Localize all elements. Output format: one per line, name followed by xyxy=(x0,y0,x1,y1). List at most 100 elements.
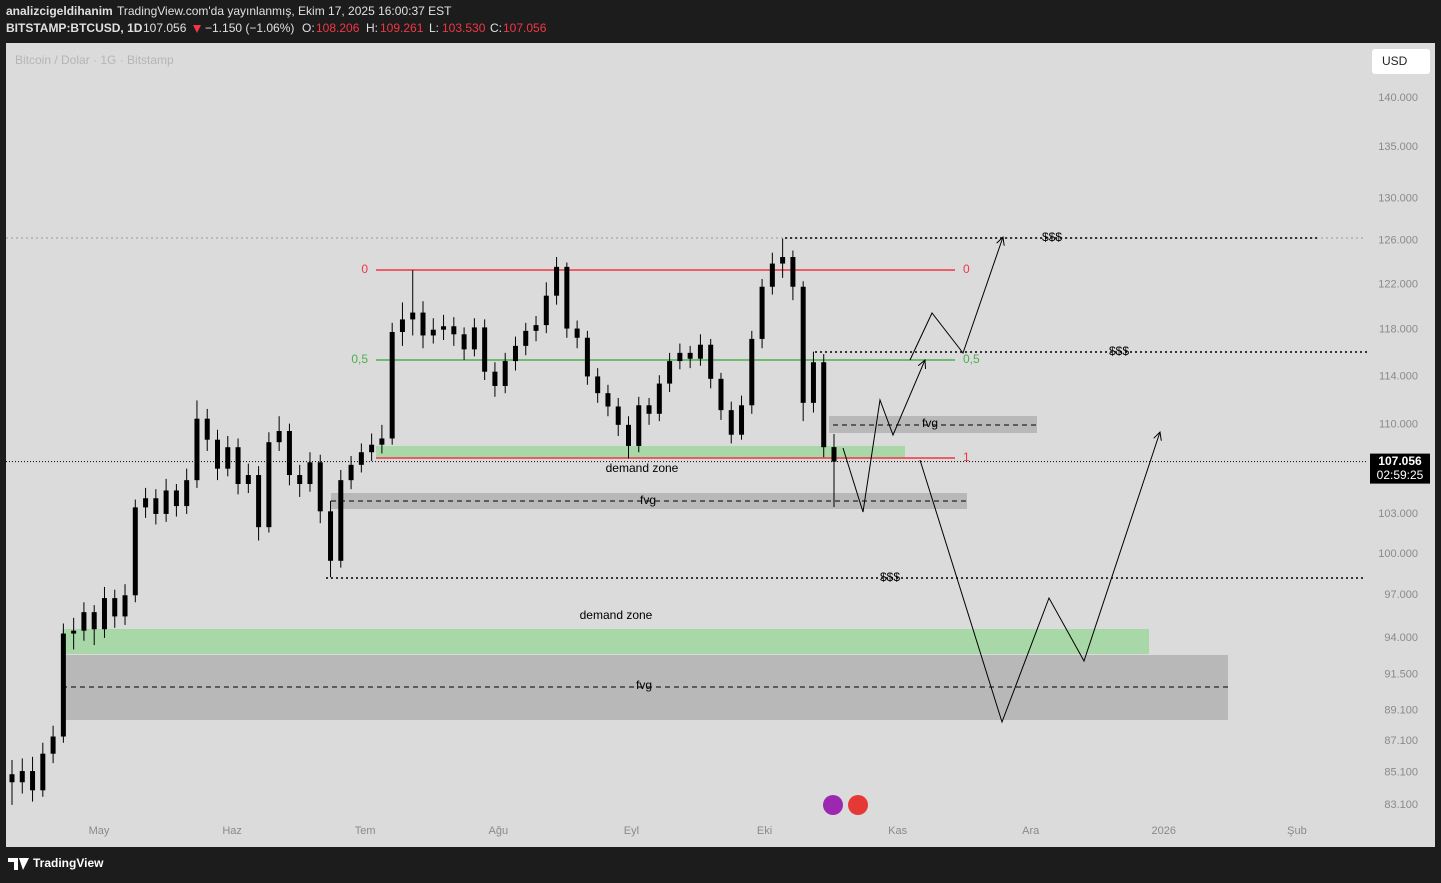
low-value: 103.530 xyxy=(442,21,486,35)
candle-body xyxy=(677,352,683,362)
zone-label: demand zone xyxy=(580,608,653,622)
candle-body xyxy=(739,405,745,435)
fib-label: 0,5 xyxy=(351,352,368,366)
candle-body xyxy=(554,266,560,296)
projection-path xyxy=(919,432,1160,724)
x-tick-label: Tem xyxy=(355,825,376,837)
plot-area xyxy=(6,43,1435,847)
symbol: BITSTAMP:BTCUSD, 1D xyxy=(6,21,143,35)
event-icon[interactable] xyxy=(823,795,843,815)
x-tick-label: 2026 xyxy=(1152,825,1176,837)
annotations: 0 0,5 0 0,5 1 demand zone fvg fvg demand… xyxy=(6,230,1368,815)
y-tick-label: 126.000 xyxy=(1378,235,1418,247)
candle-body xyxy=(348,464,354,481)
fib-label: 1 xyxy=(963,450,970,464)
y-tick-label: 89.100 xyxy=(1384,704,1418,716)
currency-button[interactable] xyxy=(1372,49,1430,74)
candle-body xyxy=(358,452,364,465)
candle-body xyxy=(564,266,570,329)
published: TradingView.com'da yayınlanmış, Ekim 17,… xyxy=(117,4,452,18)
candle-body xyxy=(800,286,806,403)
x-tick-label: Haz xyxy=(222,825,242,837)
candle-body xyxy=(451,326,457,335)
candle-body xyxy=(143,498,149,508)
candle-body xyxy=(122,595,128,617)
candle-body xyxy=(163,490,169,514)
y-tick-label: 140.000 xyxy=(1378,92,1418,104)
event-icon[interactable] xyxy=(848,795,868,815)
candle-body xyxy=(81,612,87,631)
candle-body xyxy=(101,598,107,630)
candle-body xyxy=(461,334,467,350)
candle-body xyxy=(328,511,334,561)
zone-label: fvg xyxy=(922,416,938,430)
candle-body xyxy=(626,424,631,446)
x-tick-label: Ara xyxy=(1022,825,1040,837)
author: analizcigeldihanim xyxy=(6,4,113,18)
candle-body xyxy=(790,257,796,287)
candle-body xyxy=(266,442,272,528)
candle-body xyxy=(19,771,25,783)
candle-body xyxy=(718,378,724,411)
candle-body xyxy=(225,447,231,469)
candle-body xyxy=(389,331,395,439)
candle-body xyxy=(574,328,580,338)
brand-logo xyxy=(8,858,29,870)
y-tick-label: 110.000 xyxy=(1379,419,1418,431)
candle-body xyxy=(245,475,251,485)
close-value: 107.056 xyxy=(503,21,547,35)
x-tick-label: Eyl xyxy=(624,825,639,837)
candle-body xyxy=(399,319,405,332)
candle-body xyxy=(194,418,200,481)
candle-body xyxy=(30,771,36,791)
candle-body xyxy=(749,338,755,406)
candle-body xyxy=(369,444,375,453)
zone-label: fvg xyxy=(636,678,652,692)
candle-body xyxy=(307,462,313,485)
fib-label: 0 xyxy=(963,262,970,276)
x-tick-label: Kas xyxy=(888,825,907,837)
y-tick-label: 100.000 xyxy=(1378,548,1418,560)
candle-body xyxy=(50,736,56,754)
projection-path xyxy=(842,360,925,513)
currency[interactable]: USD xyxy=(1382,54,1408,68)
x-tick-label: May xyxy=(89,825,110,837)
y-tick-label: 91.500 xyxy=(1384,668,1418,680)
candle-body xyxy=(615,406,621,425)
candle-body xyxy=(482,327,488,372)
y-tick-label: 94.000 xyxy=(1384,632,1418,644)
candle-body xyxy=(821,362,827,448)
candle-body xyxy=(646,405,652,414)
last-price-label: 107.056 xyxy=(1378,454,1422,468)
candle-body xyxy=(708,344,714,379)
y-tick-label: 114.000 xyxy=(1379,370,1418,382)
candle-body xyxy=(112,598,118,617)
candle-body xyxy=(410,312,416,320)
y-tick-label: 97.000 xyxy=(1384,589,1418,601)
candle-body xyxy=(584,337,590,377)
countdown: 02:59:25 xyxy=(1377,468,1424,482)
open-value: 108.206 xyxy=(316,21,360,35)
zone-label: fvg xyxy=(640,493,656,507)
candle-body xyxy=(656,383,662,414)
candle-body xyxy=(286,431,292,476)
demand-zone xyxy=(62,629,1149,654)
candle-body xyxy=(256,475,262,528)
candle-body xyxy=(728,410,734,435)
change: −1.150 (−1.06%) xyxy=(205,21,294,35)
candle-body xyxy=(512,345,518,362)
candle-body xyxy=(379,438,385,445)
brand: TradingView xyxy=(33,856,104,870)
candle-body xyxy=(173,490,179,507)
candle-body xyxy=(697,344,703,359)
fvg-zone xyxy=(62,655,1228,720)
liquidity-label: $$$ xyxy=(880,570,900,584)
y-tick-label: 87.100 xyxy=(1384,735,1418,747)
x-tick-label: Şub xyxy=(1287,825,1307,837)
candle-body xyxy=(533,325,539,331)
candle-body xyxy=(132,507,138,596)
demand-zone xyxy=(376,446,905,458)
candles xyxy=(9,238,837,805)
liquidity-label: $$$ xyxy=(1042,230,1062,244)
